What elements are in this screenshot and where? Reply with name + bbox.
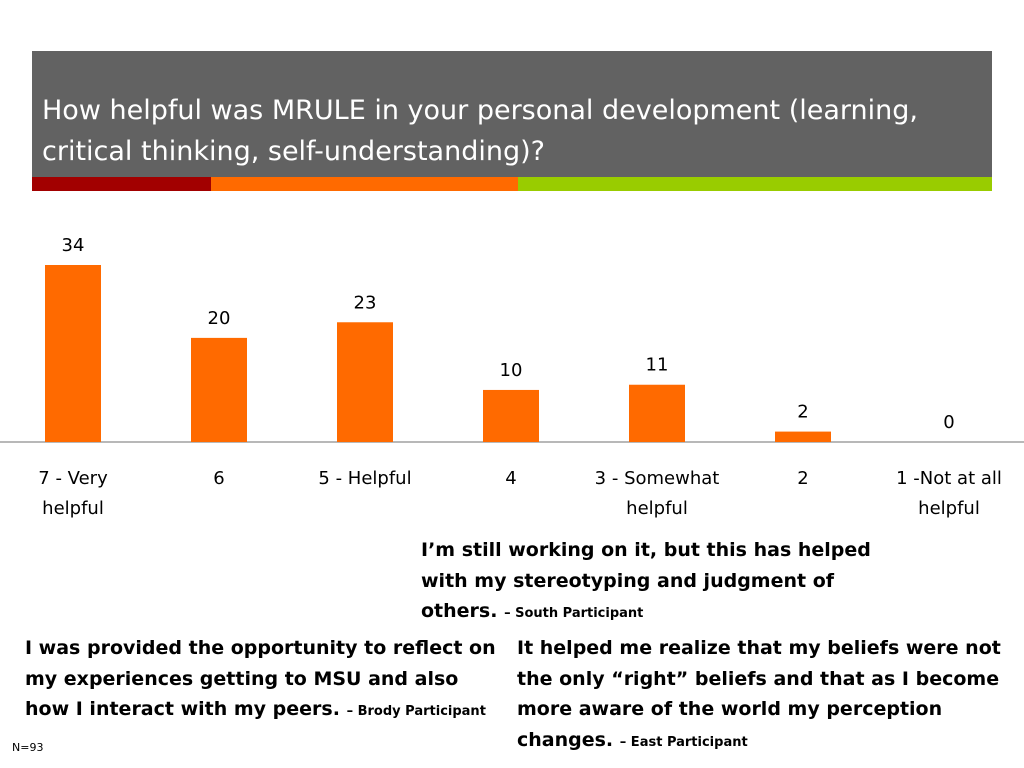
bar-0 [45, 265, 101, 442]
quote-brody: I was provided the opportunity to reflec… [25, 633, 505, 728]
bar-1 [191, 337, 247, 442]
data-label-6: 0 [943, 412, 954, 433]
x-tick-label-0-line-1: helpful [42, 498, 104, 519]
x-tick-label-3: 4 [505, 468, 516, 489]
x-tick-label-2: 5 - Helpful [318, 468, 411, 489]
x-tick-label-0-line-0: 7 - Very [38, 468, 108, 489]
quote-south-attribution: – South Participant [504, 606, 644, 621]
x-tick-label-5: 2 [797, 468, 808, 489]
sample-size-note: N=93 [12, 741, 44, 754]
data-label-1: 20 [208, 308, 231, 329]
title-banner [32, 51, 992, 177]
data-label-4: 11 [646, 355, 669, 376]
x-tick-label-4-line-1: helpful [626, 498, 688, 519]
x-tick-label-6-line-0: 1 -Not at all [896, 468, 1002, 489]
data-label-2: 23 [354, 292, 377, 313]
quote-south-text: I’m still working on it, but this has he… [421, 539, 871, 622]
x-tick-label-1: 6 [213, 468, 224, 489]
x-tick-label-6-line-1: helpful [918, 498, 980, 519]
slide-title: How helpful was MRULE in your personal d… [42, 95, 918, 167]
bar-4 [629, 384, 685, 442]
quote-brody-attribution: – Brody Participant [346, 704, 486, 719]
data-label-0: 34 [62, 235, 85, 256]
bar-5 [775, 431, 831, 442]
accent-stripe-green [518, 177, 992, 191]
quote-brody-text: I was provided the opportunity to reflec… [25, 637, 496, 720]
bar-2 [337, 322, 393, 442]
x-tick-label-4-line-0: 3 - Somewhat [595, 468, 720, 489]
data-label-3: 10 [500, 360, 523, 381]
accent-stripe-red [32, 177, 211, 191]
bar-3 [483, 389, 539, 442]
quote-east: It helped me realize that my beliefs wer… [517, 633, 1007, 758]
data-label-5: 2 [797, 402, 808, 423]
quote-east-text: It helped me realize that my beliefs wer… [517, 637, 1001, 751]
quote-east-attribution: – East Participant [619, 734, 748, 750]
accent-stripe-orange [211, 177, 518, 191]
quote-south: I’m still working on it, but this has he… [421, 535, 871, 630]
